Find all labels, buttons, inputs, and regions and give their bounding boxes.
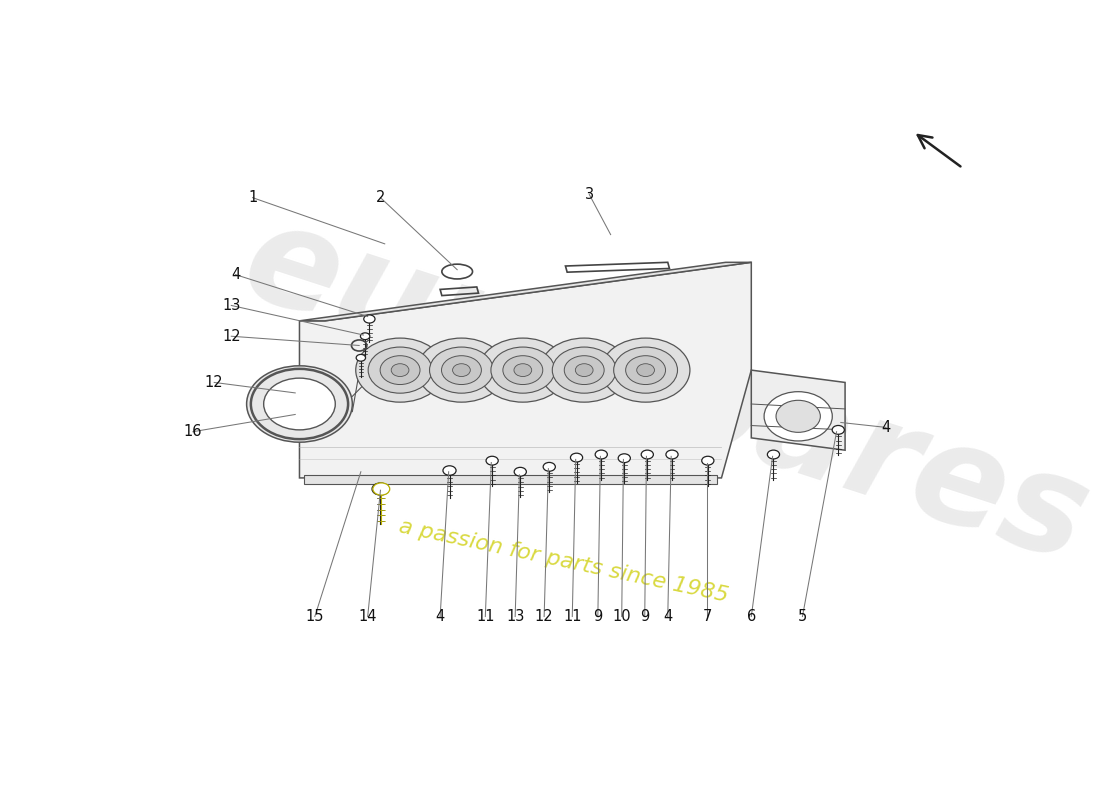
Circle shape <box>361 333 370 340</box>
Circle shape <box>486 456 498 465</box>
Text: 14: 14 <box>359 609 377 624</box>
Text: 16: 16 <box>184 424 202 439</box>
Circle shape <box>666 450 678 459</box>
Circle shape <box>372 483 389 495</box>
Text: 4: 4 <box>231 267 240 282</box>
Circle shape <box>441 356 482 385</box>
Circle shape <box>491 347 554 393</box>
Circle shape <box>833 426 845 434</box>
Text: 1: 1 <box>248 190 257 205</box>
Circle shape <box>618 454 630 462</box>
Polygon shape <box>304 475 717 484</box>
Text: 4: 4 <box>881 420 891 435</box>
Circle shape <box>514 467 527 476</box>
Circle shape <box>373 483 389 495</box>
Circle shape <box>595 450 607 459</box>
Circle shape <box>575 364 593 377</box>
Polygon shape <box>299 262 751 321</box>
Circle shape <box>392 364 409 377</box>
Circle shape <box>540 338 628 402</box>
Circle shape <box>641 450 653 459</box>
Text: 12: 12 <box>222 329 241 344</box>
Circle shape <box>776 400 821 432</box>
Circle shape <box>552 347 616 393</box>
Circle shape <box>429 347 494 393</box>
Circle shape <box>626 356 666 385</box>
Circle shape <box>417 338 506 402</box>
Circle shape <box>364 315 375 323</box>
Circle shape <box>543 462 556 471</box>
Circle shape <box>478 338 568 402</box>
Text: 13: 13 <box>222 298 241 313</box>
Text: 4: 4 <box>436 609 444 624</box>
Text: 7: 7 <box>702 609 712 624</box>
Circle shape <box>602 338 690 402</box>
Text: 9: 9 <box>640 609 649 624</box>
Circle shape <box>768 450 780 459</box>
Circle shape <box>246 366 352 442</box>
Circle shape <box>571 453 583 462</box>
Text: 12: 12 <box>535 609 553 624</box>
Text: 3: 3 <box>585 187 594 202</box>
Text: 15: 15 <box>306 609 324 624</box>
Circle shape <box>264 378 336 430</box>
Polygon shape <box>299 262 751 478</box>
Text: 10: 10 <box>613 609 631 624</box>
Circle shape <box>764 392 833 441</box>
Text: 13: 13 <box>506 609 525 624</box>
Circle shape <box>637 364 654 377</box>
Text: 6: 6 <box>747 609 756 624</box>
Circle shape <box>381 356 420 385</box>
Text: 9: 9 <box>593 609 603 624</box>
Text: a passion for parts since 1985: a passion for parts since 1985 <box>397 516 730 606</box>
Text: 11: 11 <box>476 609 495 624</box>
Circle shape <box>355 338 444 402</box>
Circle shape <box>356 354 365 361</box>
Circle shape <box>452 364 471 377</box>
Text: eurospares: eurospares <box>228 192 1100 591</box>
Polygon shape <box>751 370 845 450</box>
Circle shape <box>614 347 678 393</box>
Circle shape <box>503 356 542 385</box>
Text: 2: 2 <box>376 190 385 205</box>
Circle shape <box>564 356 604 385</box>
Circle shape <box>368 347 432 393</box>
Circle shape <box>443 466 456 475</box>
Text: 5: 5 <box>798 609 807 624</box>
Text: 11: 11 <box>563 609 582 624</box>
Text: 12: 12 <box>205 375 223 390</box>
Circle shape <box>702 456 714 465</box>
Circle shape <box>514 364 531 377</box>
Text: 4: 4 <box>663 609 672 624</box>
